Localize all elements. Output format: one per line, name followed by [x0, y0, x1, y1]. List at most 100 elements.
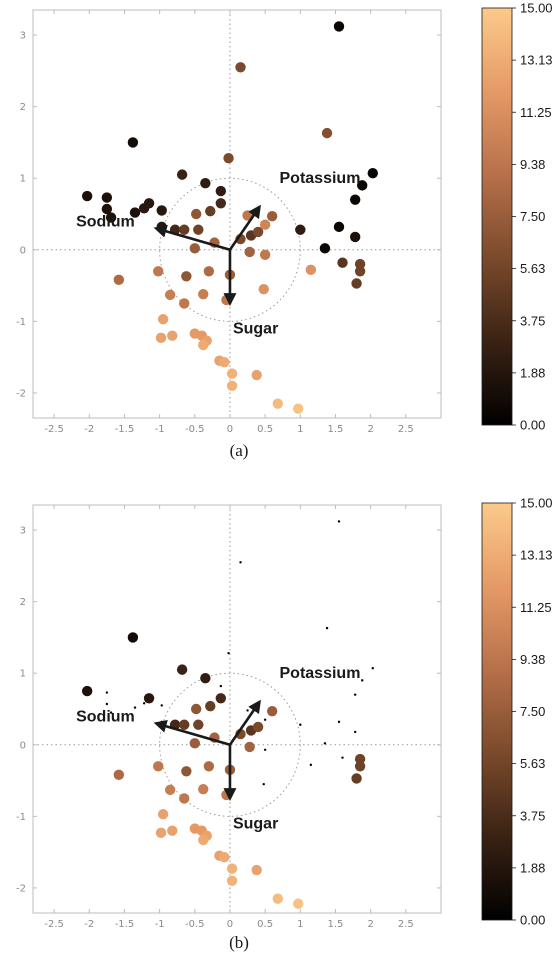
data-point [371, 667, 374, 670]
data-point [354, 266, 366, 277]
x-tick-label: 1 [297, 424, 303, 435]
vector-sodium-label: Sodium [76, 213, 135, 230]
colorbar-tick-label: 9.38 [520, 157, 545, 172]
colorbar-tick-label: 11.25 [520, 600, 552, 615]
data-point [157, 809, 169, 820]
x-tick-label: -1.5 [115, 919, 135, 930]
data-point [353, 693, 357, 696]
x-tick-label: -1.5 [115, 424, 135, 435]
data-point [252, 226, 264, 238]
unit-circle [159, 177, 301, 322]
data-point [367, 168, 378, 179]
colorbar-tick-label: 13.13 [520, 53, 553, 68]
data-point [299, 723, 302, 726]
data-point [179, 793, 190, 804]
y-tick-label: -2 [16, 388, 26, 399]
data-point [155, 827, 167, 839]
x-tick-label: 2.5 [398, 424, 414, 435]
vector-sodium-label: Sodium [76, 708, 135, 725]
vector-sugar-label: Sugar [233, 815, 278, 832]
data-point [258, 283, 269, 295]
data-point [203, 266, 215, 277]
data-point [341, 756, 344, 759]
data-point [349, 231, 361, 243]
chart-panel-b: -2.5 -2 -1.5 -1 -0.5 0 0.5 1 1.5 2 2.5 -2 -1 0 1 2 3 Pota… [16, 496, 553, 953]
data-point [349, 194, 361, 205]
data-point [113, 769, 125, 781]
data-point [191, 208, 202, 220]
data-point [262, 782, 265, 786]
colorbar-tick-label: 9.38 [520, 652, 545, 667]
data-point [81, 190, 93, 202]
data-point [176, 169, 188, 180]
data-point [305, 264, 317, 276]
data-point [246, 709, 249, 712]
data-point [105, 212, 117, 223]
data-point [160, 704, 163, 707]
y-tick-label: 2 [20, 102, 26, 113]
x-tick-label: 1 [297, 919, 303, 930]
data-point [157, 314, 169, 325]
x-tick-label: 0 [227, 424, 233, 435]
data-point [109, 711, 113, 714]
y-tick-label: -1 [16, 812, 26, 823]
data-point [129, 207, 141, 218]
data-point [198, 339, 209, 351]
y-tick-label: -1 [16, 317, 26, 328]
data-point [198, 834, 209, 846]
data-point [325, 626, 329, 630]
colorbar-tick-label: 1.88 [520, 860, 545, 875]
data-point [176, 664, 188, 675]
colorbar-tick-label: 7.50 [520, 209, 545, 224]
y-tick-label: 3 [20, 31, 26, 42]
colorbar-tick-label: 0.00 [520, 913, 545, 928]
vector-sodium-arrow [153, 719, 231, 747]
y-tick-label: -2 [16, 883, 26, 894]
x-tick-label: -2.5 [44, 919, 64, 930]
x-tick-label: 1.5 [328, 424, 344, 435]
data-point [244, 246, 255, 258]
data-point [143, 198, 155, 209]
data-point [179, 224, 190, 235]
data-point [215, 198, 227, 209]
data-point [235, 62, 246, 73]
x-tick-label: 2 [367, 919, 373, 930]
y-tick-label: 1 [20, 174, 26, 185]
colorbar-tick-label: 1.88 [520, 365, 545, 380]
x-tick-label: 2 [367, 424, 373, 435]
colorbar-tick-label: 3.75 [520, 313, 545, 328]
data-point [101, 203, 113, 215]
x-tick-label: -2 [84, 424, 94, 435]
data-point [127, 137, 139, 148]
data-point [333, 21, 345, 32]
data-point [239, 561, 242, 564]
data-point [337, 257, 348, 268]
data-point [81, 685, 93, 697]
data-point [219, 684, 223, 688]
data-point [357, 180, 368, 191]
data-point [133, 706, 137, 709]
data-point [143, 693, 155, 704]
data-point [333, 221, 345, 233]
x-tick-label: -0.5 [185, 424, 205, 435]
data-point [181, 271, 192, 282]
x-tick-label: 1.5 [328, 919, 344, 930]
data-point [259, 249, 271, 260]
vector-potassium-arrow [228, 699, 261, 746]
data-point [167, 825, 178, 836]
colorbar-tick-label: 0.00 [520, 418, 545, 433]
vector-sodium-arrow [153, 224, 231, 252]
data-point [251, 864, 262, 876]
data-point [193, 224, 204, 235]
data-point [198, 288, 209, 300]
data-point [215, 185, 227, 197]
data-point [226, 368, 238, 379]
data-point [205, 700, 216, 712]
data-point [160, 720, 163, 724]
colorbar-tick-label: 5.63 [520, 261, 545, 276]
data-point [354, 753, 366, 765]
data-point [226, 863, 238, 874]
data-point [351, 278, 362, 289]
data-point [164, 784, 176, 796]
